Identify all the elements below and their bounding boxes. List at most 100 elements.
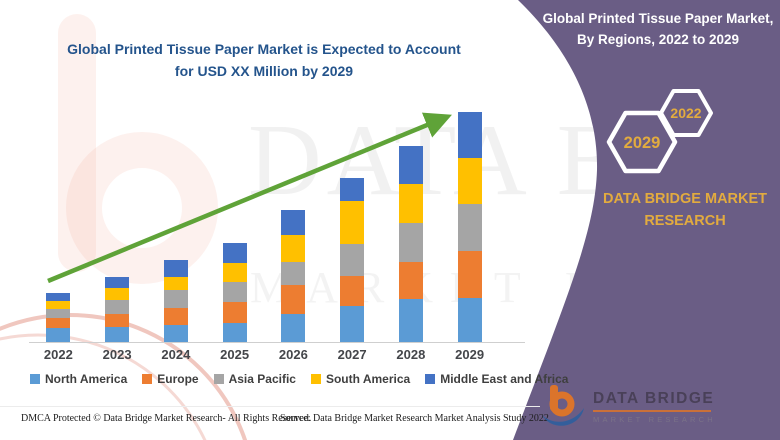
bar-segment [105, 288, 130, 300]
bar-segment [105, 327, 130, 342]
bar-segment [457, 112, 482, 158]
bar-segment [163, 260, 188, 277]
bar-segment [281, 235, 306, 262]
bar-segment [281, 210, 306, 235]
legend-label: Europe [157, 372, 199, 386]
legend-label: South America [325, 372, 411, 386]
x-axis-label: 2028 [396, 347, 426, 362]
bar-2025 [222, 243, 247, 342]
bar-segment [281, 262, 306, 285]
bar-segment [457, 251, 482, 298]
panel-title-line2: By Regions, 2022 to 2029 [576, 31, 740, 47]
x-axis-label: 2022 [43, 347, 73, 362]
x-axis-label: 2025 [220, 347, 250, 362]
bar-segment [340, 244, 365, 276]
x-axis-label: 2023 [102, 347, 132, 362]
dbmr-logo-subtitle: MARKET RESEARCH [593, 415, 716, 424]
dbmr-logo-text: DATA BRIDGE MARKET RESEARCH [593, 390, 716, 424]
footer-divider [0, 406, 540, 407]
bar-segment [398, 299, 423, 342]
bar-segment [105, 277, 130, 288]
legend-swatch [30, 374, 40, 384]
bar-segment [105, 314, 130, 327]
x-axis-label: 2029 [455, 347, 485, 362]
brand-name-line2: RESEARCH [644, 213, 726, 230]
bar-segment [105, 300, 130, 314]
bar-segment [340, 201, 365, 244]
dmca-notice: DMCA Protected © Data Bridge Market Rese… [21, 413, 312, 424]
dbmr-logo-title: DATA BRIDGE [593, 390, 715, 407]
bar-segment [222, 243, 247, 263]
bar-2027 [340, 178, 365, 342]
legend-swatch [142, 374, 153, 384]
bar-segment [46, 301, 71, 309]
bar-segment [163, 290, 188, 308]
legend-swatch [213, 374, 224, 384]
source-note: Source: Data Bridge Market Research Mark… [280, 413, 549, 424]
bar-2022 [46, 293, 71, 342]
chart-title-line2: for USD XX Million by 2029 [174, 63, 354, 80]
year-hexagons: 2022 2029 [606, 89, 713, 174]
panel-title-line1: Global Printed Tissue Paper Market, [542, 11, 774, 26]
bar-segment [457, 158, 482, 204]
x-axis-label: 2024 [161, 347, 191, 362]
bar-segment [398, 262, 423, 299]
legend-item: South America [310, 372, 411, 386]
x-axis-label: 2027 [337, 347, 367, 362]
chart-title-line1: Global Printed Tissue Paper Market is Ex… [67, 41, 461, 57]
brand-name-line1: DATA BRIDGE MARKET [602, 191, 768, 207]
legend-item: Asia Pacific [213, 372, 296, 386]
dbmr-b-icon [542, 385, 584, 426]
chart-title: Global Printed Tissue Paper Market is Ex… [38, 38, 490, 83]
plot-area [29, 100, 499, 342]
bar-segment [398, 184, 423, 223]
bar-2026 [281, 210, 306, 342]
panel-title: Global Printed Tissue Paper Market, By R… [538, 9, 778, 51]
purple-band-shape [513, 0, 780, 440]
legend-swatch [425, 374, 436, 384]
bar-segment [340, 276, 365, 306]
hexagon-2029-label: 2029 [624, 134, 661, 152]
bar-segment [46, 328, 71, 342]
bar-segment [46, 293, 71, 301]
legend-label: North America [45, 372, 128, 386]
legend-label: Asia Pacific [228, 372, 296, 386]
brand-name: DATA BRIDGE MARKET RESEARCH [583, 188, 780, 233]
bar-segment [46, 318, 71, 328]
hexagon-2029 [606, 110, 678, 174]
bar-segment [163, 308, 188, 325]
x-axis-label: 2026 [278, 347, 308, 362]
legend-item: Europe [142, 372, 199, 386]
bar-segment [398, 146, 423, 184]
bar-2028 [398, 146, 423, 342]
bar-segment [222, 302, 247, 323]
dbmr-footer-logo: DATA BRIDGE MARKET RESEARCH [540, 383, 716, 431]
bar-segment [222, 323, 247, 342]
bar-segment [163, 325, 188, 342]
bar-segment [457, 298, 482, 342]
x-axis-line [29, 342, 525, 343]
legend-label: Middle East and Africa [440, 372, 569, 386]
bar-2024 [163, 260, 188, 342]
hexagon-2022-label: 2022 [670, 105, 701, 121]
bar-segment [46, 309, 71, 318]
bar-segment [222, 263, 247, 282]
bar-segment [340, 306, 365, 342]
bar-segment [281, 285, 306, 314]
legend-item: North America [30, 372, 127, 386]
bar-segment [340, 178, 365, 201]
legend-item: Middle East and Africa [425, 372, 568, 386]
bar-segment [398, 223, 423, 262]
bar-segment [457, 204, 482, 251]
bar-segment [281, 314, 306, 342]
legend-swatch [310, 374, 321, 384]
x-axis-labels: 2022 2023 2024 2025 2026 2027 2028 2029 [29, 347, 499, 365]
bar-2029 [457, 112, 482, 342]
bar-segment [222, 282, 247, 302]
legend: North America Europe Asia Pacific South Ame… [30, 372, 568, 386]
bar-segment [163, 277, 188, 290]
bar-2023 [105, 277, 130, 342]
dbmr-logo-underline [593, 410, 711, 412]
